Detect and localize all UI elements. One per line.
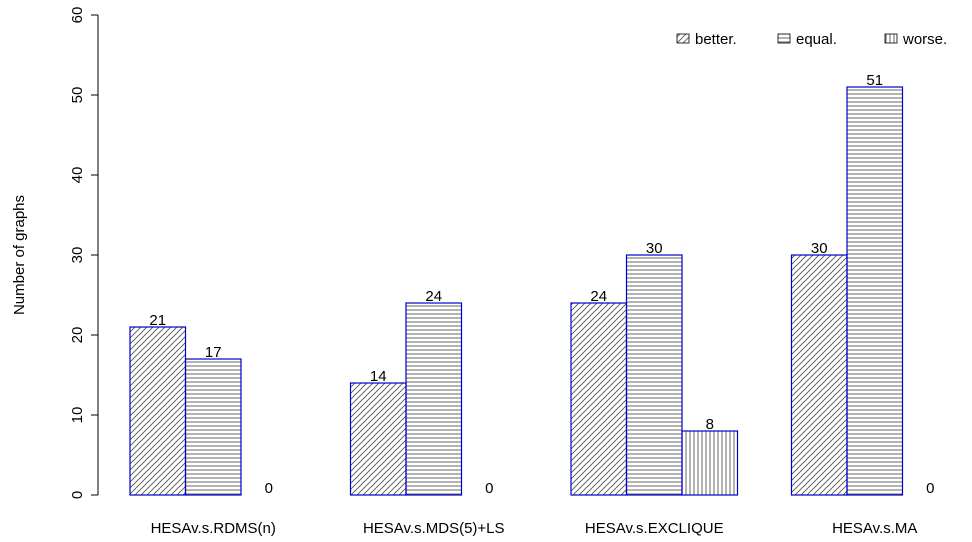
bar-worse-hesav-s-exclique: [681, 430, 739, 496]
bar-equal-hesav-s-mds-5-ls: [405, 302, 463, 496]
legend-swatch-worse: [884, 33, 898, 44]
legend-swatch-equal: [777, 33, 791, 44]
value-label-equal-hesav-s-mds-5-ls: 24: [425, 288, 442, 305]
y-tick-label: 40: [69, 167, 86, 184]
category-label-hesav-s-exclique: HESAv.s.EXCLIQUE: [585, 520, 724, 537]
value-label-equal-hesav-s-exclique: 30: [646, 240, 663, 257]
legend-label-equal: equal.: [796, 31, 837, 48]
y-axis: 0 10 20 30 40 50 60: [69, 7, 99, 499]
y-tick-label: 50: [69, 87, 86, 104]
bar-equal-hesav-s-rdms-n: [184, 358, 242, 496]
value-label-equal-hesav-s-rdms-n: 17: [205, 344, 222, 361]
value-label-worse-hesav-s-mds-5-ls: 0: [485, 480, 493, 497]
legend: better. equal. worse.: [676, 31, 947, 48]
category-label-hesav-s-rdms-n: HESAv.s.RDMS(n): [151, 520, 276, 537]
category-label-hesav-s-ma: HESAv.s.MA: [832, 520, 917, 537]
y-tick-label: 20: [69, 327, 86, 344]
y-tick-label: 30: [69, 247, 86, 264]
value-label-worse-hesav-s-exclique: 8: [706, 416, 714, 433]
value-label-better-hesav-s-exclique: 24: [590, 288, 607, 305]
category-labels: HESAv.s.RDMS(n) HESAv.s.MDS(5)+LS HESAv.s.…: [151, 520, 918, 537]
bar-better-hesav-s-exclique: [570, 302, 628, 496]
y-tick-label: 60: [69, 7, 86, 24]
bar-equal-hesav-s-exclique: [625, 254, 683, 496]
bars-layer: 21 17 0 14 24 0 24 30 8 30 51 0: [129, 72, 934, 497]
bar-better-hesav-s-rdms-n: [129, 326, 187, 496]
legend-label-better: better.: [695, 31, 737, 48]
y-tick-label: 0: [69, 491, 86, 499]
legend-swatch-better: [676, 33, 690, 44]
bar-better-hesav-s-mds-5-ls: [349, 382, 407, 496]
y-axis-title: Number of graphs: [11, 195, 28, 315]
value-label-better-hesav-s-rdms-n: 21: [149, 312, 166, 329]
category-label-hesav-s-mds-5-ls: HESAv.s.MDS(5)+LS: [363, 520, 505, 537]
value-label-equal-hesav-s-ma: 51: [866, 72, 883, 89]
bar-better-hesav-s-ma: [790, 254, 848, 496]
bar-equal-hesav-s-ma: [846, 86, 904, 496]
value-label-better-hesav-s-mds-5-ls: 14: [370, 368, 387, 385]
legend-label-worse: worse.: [902, 31, 947, 48]
y-tick-label: 10: [69, 407, 86, 424]
value-label-worse-hesav-s-ma: 0: [926, 480, 934, 497]
value-label-better-hesav-s-ma: 30: [811, 240, 828, 257]
value-label-worse-hesav-s-rdms-n: 0: [265, 480, 273, 497]
